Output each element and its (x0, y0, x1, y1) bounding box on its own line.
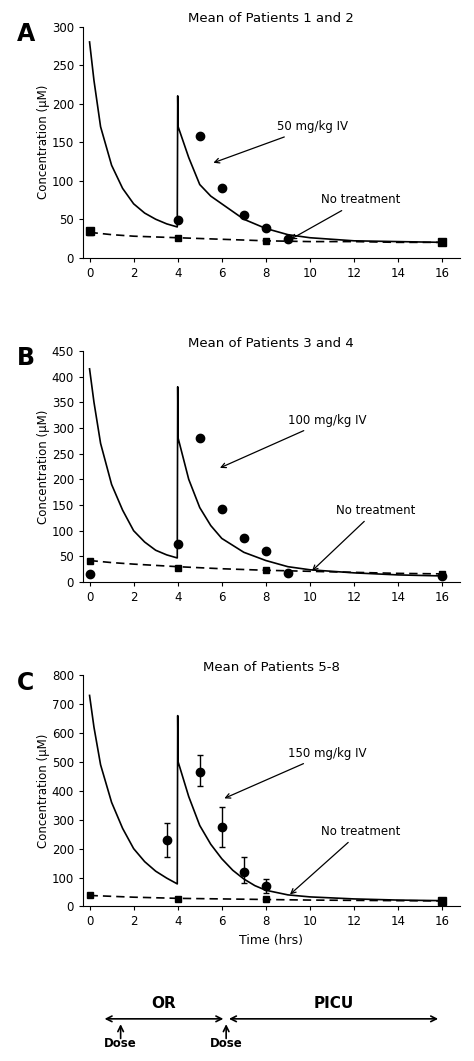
Text: No treatment: No treatment (291, 824, 401, 893)
Title: Mean of Patients 3 and 4: Mean of Patients 3 and 4 (189, 336, 354, 350)
Text: No treatment: No treatment (292, 193, 401, 239)
Title: Mean of Patients 1 and 2: Mean of Patients 1 and 2 (189, 13, 354, 25)
Text: 50 mg/kg IV: 50 mg/kg IV (215, 120, 348, 163)
Text: A: A (17, 22, 35, 46)
Text: PICU: PICU (313, 996, 354, 1011)
Text: B: B (17, 346, 35, 370)
X-axis label: Time (hrs): Time (hrs) (239, 934, 303, 947)
Y-axis label: Concentration (μM): Concentration (μM) (37, 733, 50, 848)
Y-axis label: Concentration (μM): Concentration (μM) (37, 410, 50, 524)
Text: 150 mg/kg IV: 150 mg/kg IV (226, 747, 366, 798)
Text: No treatment: No treatment (313, 504, 416, 570)
Text: C: C (17, 671, 34, 695)
Text: Dose: Dose (210, 1038, 243, 1050)
Text: 100 mg/kg IV: 100 mg/kg IV (221, 414, 366, 468)
Text: Dose: Dose (104, 1038, 137, 1050)
Y-axis label: Concentration (μM): Concentration (μM) (37, 85, 50, 199)
Text: OR: OR (152, 996, 176, 1011)
Title: Mean of Patients 5-8: Mean of Patients 5-8 (203, 661, 340, 674)
